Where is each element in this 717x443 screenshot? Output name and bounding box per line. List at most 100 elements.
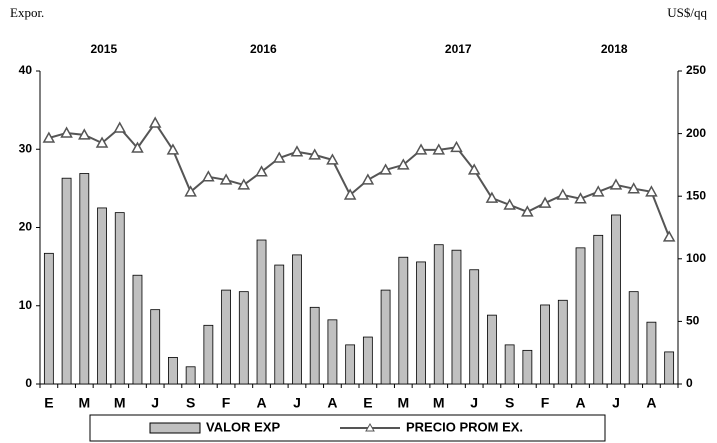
x-tick-label: A — [256, 395, 266, 411]
line-marker — [662, 230, 676, 242]
y-axis-label: Expor. — [10, 5, 44, 20]
line-marker — [272, 151, 286, 163]
year-label: 2018 — [601, 42, 628, 56]
bar — [380, 289, 391, 385]
bar — [43, 252, 54, 385]
x-tick-label: A — [575, 395, 585, 411]
bar — [114, 212, 125, 385]
y2-axis-label: US$/qq — [667, 5, 707, 20]
line-marker — [521, 205, 534, 217]
bar — [522, 349, 533, 385]
x-tick-label: S — [186, 395, 195, 411]
x-tick-label: F — [222, 395, 231, 411]
x-tick-label: F — [541, 395, 550, 411]
bar — [203, 324, 214, 385]
bar — [628, 291, 639, 385]
bar — [398, 256, 409, 385]
y-tick-label: 30 — [19, 141, 33, 155]
x-tick-label: M — [397, 395, 409, 411]
bar — [416, 261, 426, 385]
line-marker — [591, 185, 605, 197]
bar — [487, 314, 497, 385]
legend-label: VALOR EXP — [206, 419, 280, 434]
y2-tick-label: 250 — [686, 63, 706, 77]
line-marker — [148, 116, 162, 128]
bar — [327, 319, 338, 385]
bar — [256, 239, 267, 385]
y-tick-label: 20 — [19, 220, 33, 234]
line-marker — [467, 163, 481, 175]
bar — [309, 306, 320, 385]
line-marker — [113, 121, 127, 133]
line-marker — [432, 143, 446, 155]
line-marker — [645, 185, 658, 197]
y2-tick-label: 50 — [686, 314, 700, 328]
bar — [646, 321, 657, 385]
line-marker — [78, 128, 91, 140]
y2-tick-label: 0 — [686, 376, 693, 390]
bar — [79, 173, 90, 385]
bar — [362, 336, 373, 385]
x-tick-label: A — [327, 395, 337, 411]
line-marker — [166, 143, 180, 155]
bar — [185, 366, 196, 385]
line-marker — [60, 126, 73, 138]
bar — [274, 264, 285, 385]
line-marker — [574, 192, 587, 204]
year-label: 2015 — [90, 42, 117, 56]
line-marker — [503, 198, 516, 210]
bar — [504, 344, 515, 385]
line-marker — [184, 185, 197, 197]
line-marker — [627, 182, 640, 194]
x-tick-label: J — [151, 395, 159, 411]
bar — [451, 249, 462, 385]
line-marker — [95, 136, 109, 148]
line — [48, 121, 671, 238]
bar — [221, 289, 231, 385]
x-tick-label: A — [646, 395, 656, 411]
legend-label: PRECIO PROM EX. — [406, 419, 523, 434]
line-marker — [609, 178, 623, 190]
line-marker — [255, 165, 268, 177]
x-tick-label: J — [293, 395, 301, 411]
bar — [97, 207, 107, 385]
bar — [611, 214, 621, 385]
line-marker — [485, 191, 499, 203]
x-tick-label: S — [505, 395, 514, 411]
x-tick-label: M — [433, 395, 445, 411]
bar — [433, 244, 444, 385]
line-marker — [450, 140, 463, 153]
line-marker — [237, 178, 251, 190]
line-marker — [202, 170, 215, 182]
x-tick-label: E — [363, 395, 372, 411]
bar — [664, 351, 675, 385]
line-marker — [414, 143, 428, 155]
bar — [61, 177, 72, 385]
line-marker — [219, 173, 233, 185]
year-label: 2016 — [250, 42, 277, 56]
x-tick-label: M — [114, 395, 126, 411]
y-tick-label: 40 — [19, 63, 33, 77]
bar — [132, 274, 143, 385]
x-tick-label: M — [78, 395, 90, 411]
bar — [168, 356, 178, 385]
x-tick-label: J — [470, 395, 478, 411]
bar — [150, 309, 161, 385]
line-marker — [361, 173, 375, 185]
bar — [345, 344, 356, 385]
bar — [557, 299, 568, 385]
line-marker — [556, 188, 570, 200]
bar — [238, 291, 249, 385]
line-marker — [326, 153, 339, 165]
line-marker — [343, 188, 357, 200]
line-marker — [308, 148, 321, 160]
line-marker — [397, 158, 410, 170]
y-tick-label: 10 — [19, 298, 33, 312]
line-marker — [538, 196, 552, 208]
bar — [540, 304, 550, 385]
x-tick-label: E — [44, 395, 53, 411]
legend-swatch-marker — [365, 422, 375, 432]
line-marker — [131, 141, 144, 153]
bar — [469, 269, 480, 385]
